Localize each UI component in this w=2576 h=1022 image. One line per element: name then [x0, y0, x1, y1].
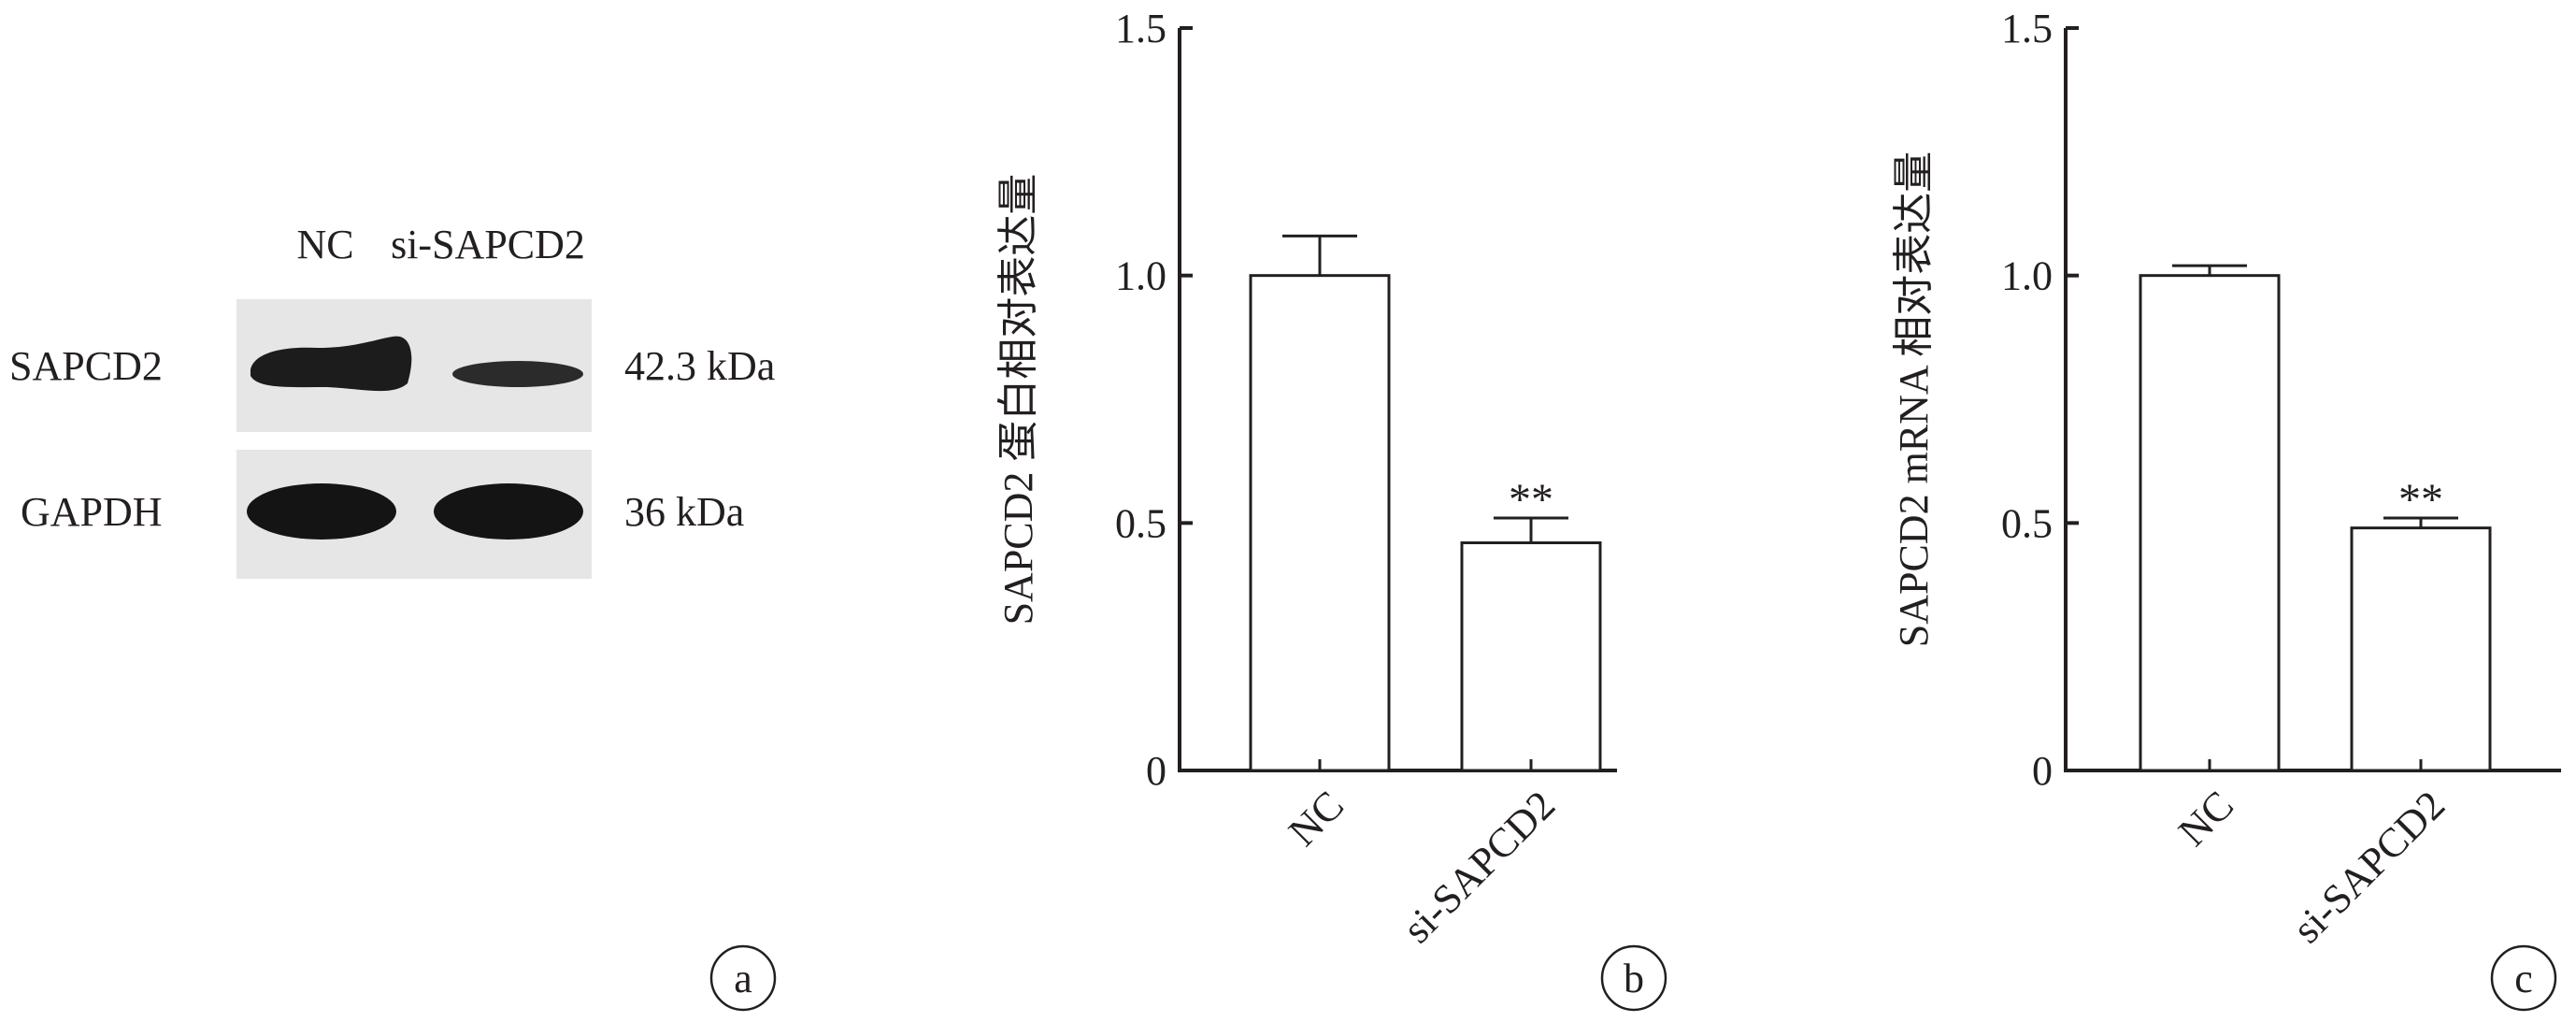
lane-label-si-sapcd2: si-SAPCD2: [391, 222, 585, 267]
panel-label: c: [2514, 956, 2533, 1001]
size-label-sapcd2: 42.3 kDa: [624, 343, 775, 389]
y-tick-label: 1.5: [1115, 6, 1166, 51]
band-gapdh-nc: [247, 483, 396, 540]
y-tick-label: 0.5: [2001, 500, 2053, 546]
bar-chart-protein: 0 0.5 1.0 1.5 SAPCD2 蛋白相对表达量 NC ** si-SAPCD2 b: [995, 6, 1667, 1012]
panel-label: b: [1624, 956, 1644, 1001]
y-tick-label: 1.0: [2001, 253, 2053, 299]
band-gapdh-si: [434, 483, 583, 540]
x-tick-label: si-SAPCD2: [2283, 782, 2454, 952]
bar-chart-mrna: 0 0.5 1.0 1.5 SAPCD2 mRNA 相对表达量 NC ** si-SAPCD2…: [1891, 6, 2561, 1012]
band-sapcd2-nc: [250, 336, 412, 392]
y-tick-label: 0: [1146, 748, 1166, 794]
significance-marker: **: [1509, 475, 1553, 525]
protein-label-sapcd2: SAPCD2: [9, 343, 163, 389]
bar: [2139, 274, 2281, 772]
bar: [1249, 274, 1391, 772]
y-tick-label: 1.0: [1115, 253, 1166, 299]
panel-label-circle-a: [709, 944, 777, 1012]
panel-label-circle: [2490, 944, 2557, 1012]
bar: [2350, 526, 2492, 772]
bar: [1460, 541, 1602, 772]
band-sapcd2-si: [452, 361, 583, 387]
protein-label-gapdh: GAPDH: [21, 489, 163, 535]
y-axis-title: SAPCD2 蛋白相对表达量: [995, 174, 1041, 626]
x-tick-label: si-SAPCD2: [1394, 782, 1564, 952]
western-blot-panel: NC si-SAPCD2 SAPCD2 42.3 kDa GAPDH 36 kD…: [9, 222, 777, 1012]
y-axis-title: SAPCD2 mRNA 相对表达量: [1891, 151, 1937, 648]
lane-label-nc: NC: [296, 222, 353, 267]
y-tick-label: 0: [2032, 748, 2053, 794]
size-label-gapdh: 36 kDa: [624, 489, 744, 535]
significance-marker: **: [2398, 475, 2443, 525]
x-tick-label: NC: [2169, 782, 2242, 855]
panel-label-a: a: [734, 956, 752, 1001]
panel-label-circle: [1600, 944, 1667, 1012]
y-tick-label: 0.5: [1115, 500, 1166, 546]
x-tick-label: NC: [1280, 782, 1352, 855]
y-tick-label: 1.5: [2001, 6, 2053, 51]
